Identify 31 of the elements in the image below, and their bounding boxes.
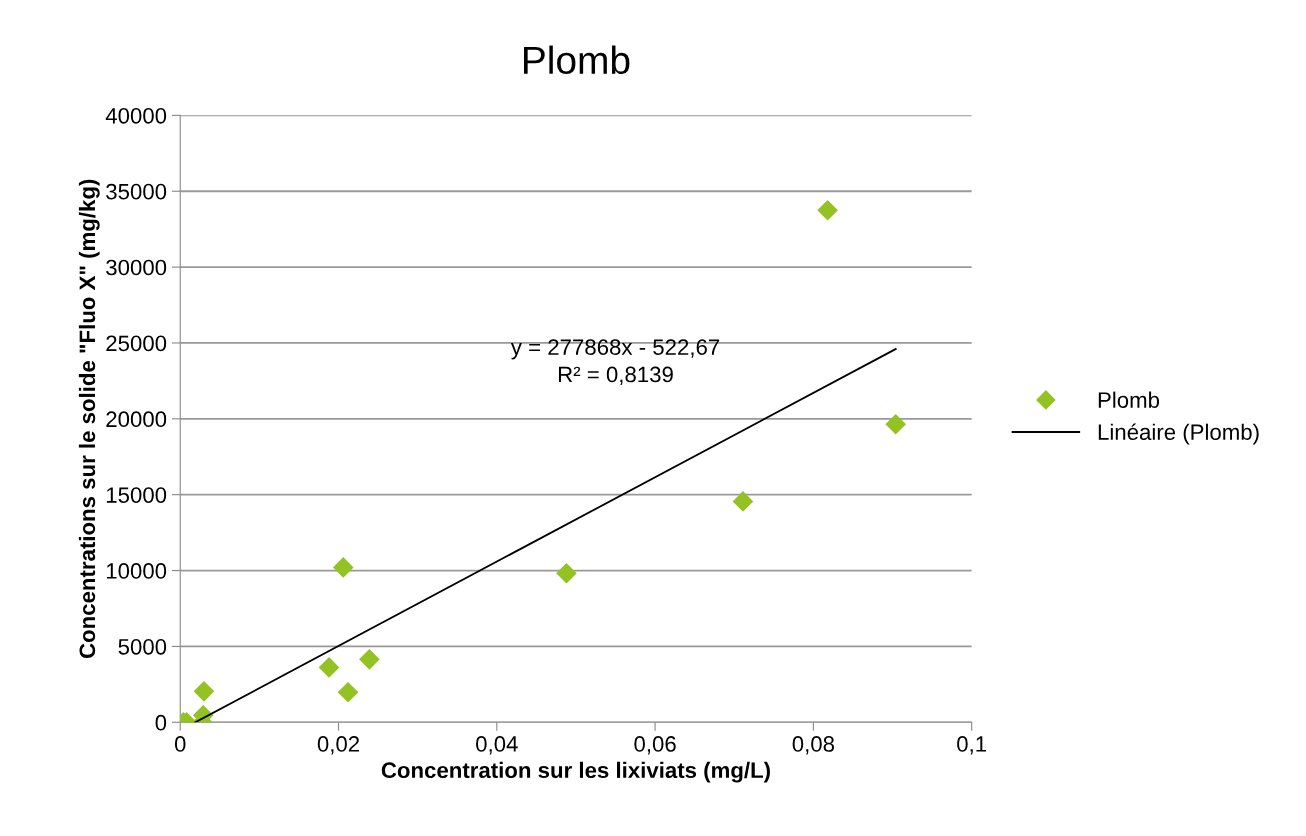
legend-label: Linéaire (Plomb) bbox=[1098, 423, 1259, 445]
point bbox=[332, 557, 354, 578]
legend-label: Plomb bbox=[1098, 391, 1160, 408]
annotation: R² = 0,8139 bbox=[558, 366, 673, 385]
point bbox=[318, 657, 340, 678]
x-axis-title: Concentration sur les lixiviats (mg/L) bbox=[381, 761, 770, 783]
y-tick-label: 5000 bbox=[118, 638, 167, 655]
x-tick-label: 0,1 bbox=[957, 736, 987, 755]
point bbox=[556, 563, 577, 584]
y-tick-label: 20000 bbox=[106, 411, 167, 428]
y-tick-label: 10000 bbox=[106, 563, 167, 579]
x-tick-label: 0,04 bbox=[476, 736, 518, 755]
annotation: y = 277868x - 522,67 bbox=[510, 339, 720, 360]
point bbox=[885, 414, 906, 435]
chart-title: Plomb bbox=[524, 45, 630, 75]
x-tick-label: 0,02 bbox=[317, 736, 360, 755]
x-tick-label: 0 bbox=[174, 736, 186, 752]
y-tick-label: 30000 bbox=[106, 259, 167, 276]
y-axis-title: Concentrations sur le solide "Fluo X" (mg/kg) bbox=[78, 179, 100, 659]
point bbox=[193, 681, 215, 702]
y-tick-label: 25000 bbox=[106, 335, 167, 352]
x-tick-label: 0,08 bbox=[792, 736, 835, 755]
y-tick-label: 0 bbox=[155, 714, 167, 731]
y-tick-label: 40000 bbox=[105, 107, 167, 124]
y-tick-label: 15000 bbox=[106, 487, 167, 503]
y-tick-label: 35000 bbox=[106, 183, 167, 200]
point bbox=[337, 681, 359, 703]
point bbox=[359, 649, 380, 670]
point bbox=[732, 491, 754, 512]
x-tick-label: 0,06 bbox=[634, 736, 676, 755]
point bbox=[817, 199, 838, 221]
